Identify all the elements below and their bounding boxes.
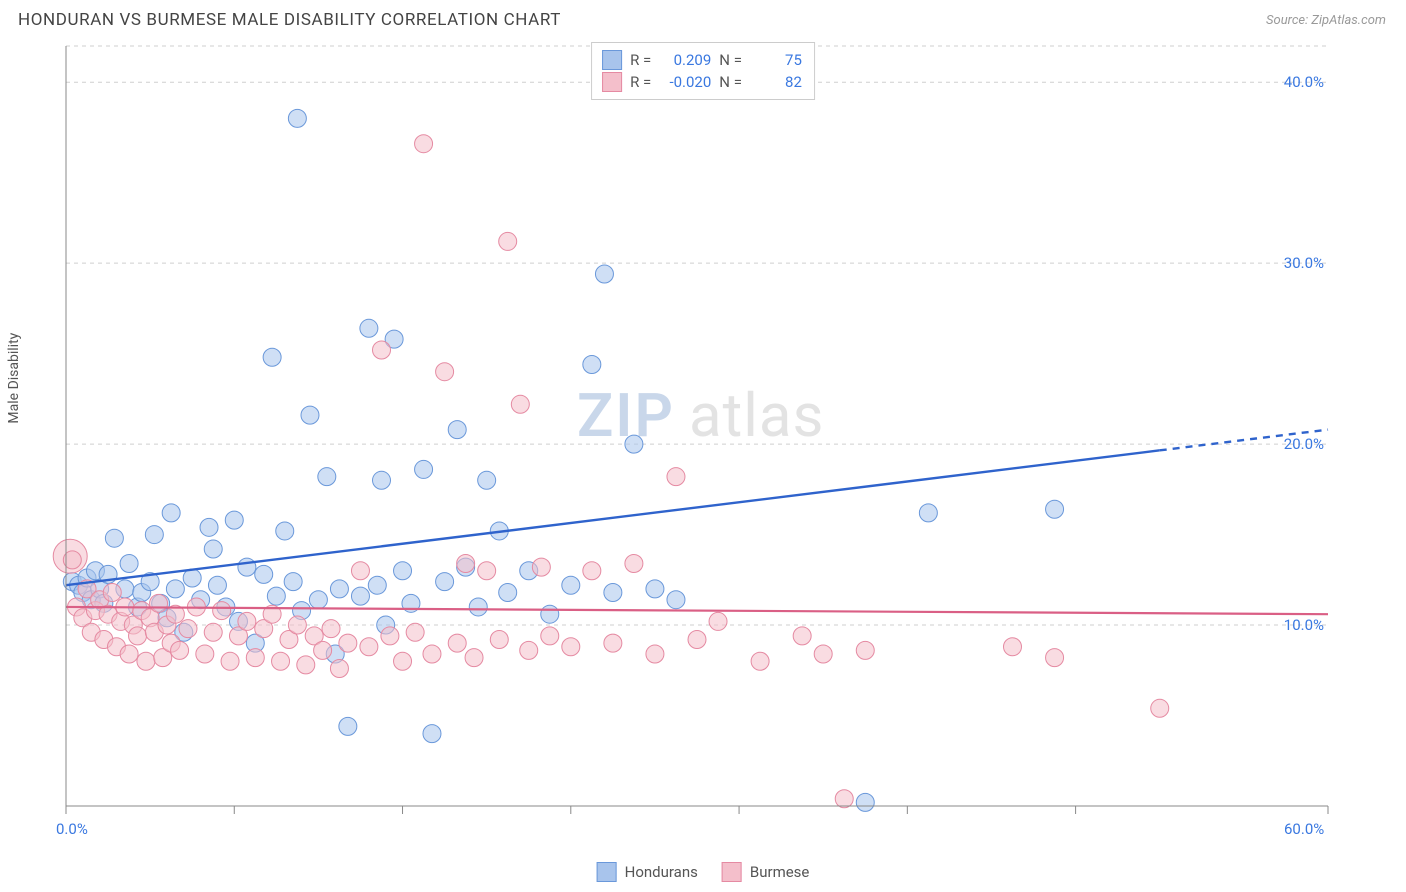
legend-row: R = 0.209 N = 75	[602, 49, 802, 71]
series-name: Burmese	[750, 863, 810, 881]
n-value: 82	[750, 71, 802, 93]
swatch-icon	[602, 72, 622, 92]
swatch-icon	[602, 50, 622, 70]
legend-label: N =	[719, 49, 742, 71]
legend-label: R =	[630, 49, 651, 71]
svg-text:atlas: atlas	[689, 380, 824, 451]
chart-title: HONDURAN VS BURMESE MALE DISABILITY CORR…	[18, 10, 561, 30]
r-value: -0.020	[659, 71, 711, 93]
legend-row: R = -0.020 N = 82	[602, 71, 802, 93]
scatter-chart: 10.0%20.0%30.0%40.0%ZIPatlas0.0%60.0%	[18, 36, 1388, 886]
source-label: Source: ZipAtlas.com	[1266, 13, 1386, 28]
legend-item: Burmese	[722, 862, 810, 882]
legend-label: N =	[719, 71, 742, 93]
legend-label: R =	[630, 71, 651, 93]
stats-legend: R = 0.209 N = 75 R = -0.020 N = 82	[591, 42, 815, 100]
svg-text:40.0%: 40.0%	[1284, 73, 1324, 91]
series-legend: Hondurans Burmese	[597, 862, 810, 882]
svg-text:0.0%: 0.0%	[56, 820, 88, 838]
n-value: 75	[750, 49, 802, 71]
svg-text:60.0%: 60.0%	[1284, 820, 1324, 838]
swatch-icon	[722, 862, 742, 882]
r-value: 0.209	[659, 49, 711, 71]
chart-container: Male Disability 10.0%20.0%30.0%40.0%ZIPa…	[18, 36, 1388, 886]
swatch-icon	[597, 862, 617, 882]
svg-text:20.0%: 20.0%	[1284, 435, 1324, 453]
svg-text:10.0%: 10.0%	[1284, 616, 1324, 634]
y-axis-label: Male Disability	[6, 333, 22, 424]
series-name: Hondurans	[625, 863, 698, 881]
svg-text:30.0%: 30.0%	[1284, 254, 1324, 272]
legend-item: Hondurans	[597, 862, 698, 882]
